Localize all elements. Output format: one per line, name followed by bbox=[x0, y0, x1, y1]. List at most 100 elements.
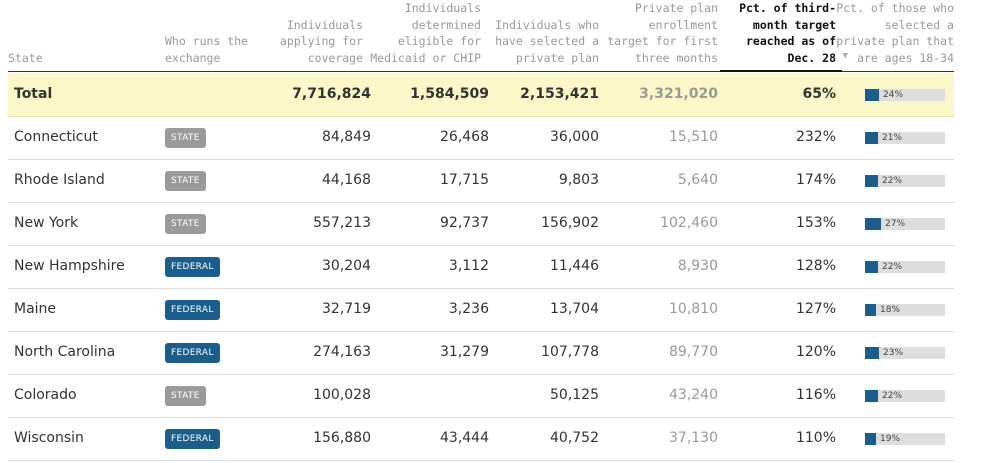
header-medicaid-line: Individuals bbox=[404, 1, 481, 15]
header-medicaid-line: Medicaid or CHIP bbox=[370, 50, 481, 65]
header-target-line: Private plan bbox=[634, 1, 718, 15]
young-share-bar-label: 22% bbox=[882, 391, 903, 401]
target-value: 10,810 bbox=[669, 301, 718, 317]
pct-target-value: 110% bbox=[795, 430, 836, 446]
young-share-bar-label: 22% bbox=[882, 176, 903, 186]
table-header: State Who runs the exchange Individuals … bbox=[0, 0, 983, 72]
header-target[interactable]: Private plan enrollment target for first… bbox=[607, 0, 718, 66]
header-medicaid[interactable]: Individuals determined eligible for Medi… bbox=[370, 0, 481, 66]
young-share-bar-label: 24% bbox=[883, 90, 904, 100]
state-name: New Hampshire bbox=[14, 258, 125, 274]
selected-value: 36,000 bbox=[550, 129, 599, 145]
young-share-bar-fill bbox=[865, 304, 876, 316]
header-applying[interactable]: Individuals applying for coverage bbox=[280, 17, 363, 67]
pct-target-value: 116% bbox=[795, 387, 836, 403]
active-sort-underline bbox=[720, 70, 842, 72]
header-pct-young[interactable]: Pct. of those who selected a private pla… bbox=[836, 0, 954, 66]
header-pct-target[interactable]: Pct. of third- month target reached as o… bbox=[739, 0, 848, 66]
header-applying-line: coverage bbox=[307, 50, 363, 65]
young-share-bar-fill bbox=[865, 175, 878, 187]
selected-value: 40,752 bbox=[550, 430, 599, 446]
table-row[interactable]: Rhode Island STATE 44,168 17,715 9,803 5,640 1… bbox=[8, 159, 954, 203]
applying-value: 44,168 bbox=[322, 172, 371, 188]
target-value: 43,240 bbox=[669, 387, 718, 403]
pct-target-value: 120% bbox=[795, 344, 836, 360]
state-name: North Carolina bbox=[14, 344, 116, 360]
young-share-bar-fill bbox=[865, 218, 881, 230]
header-exchange[interactable]: Who runs the exchange bbox=[165, 33, 248, 66]
applying-value: 557,213 bbox=[313, 215, 371, 231]
table-row[interactable]: Colorado STATE 100,028 50,125 43,240 116% 22% bbox=[8, 374, 954, 418]
target-value: 5,640 bbox=[677, 172, 718, 188]
header-state[interactable]: State bbox=[8, 50, 43, 67]
young-share-bar-label: 23% bbox=[883, 348, 904, 358]
young-share-bar-label: 22% bbox=[882, 262, 903, 272]
pct-target-value: 174% bbox=[795, 172, 836, 188]
young-share-bar: 19% bbox=[865, 433, 945, 445]
header-selected-line: have selected a bbox=[495, 34, 599, 48]
header-applying-line: applying for bbox=[279, 34, 363, 48]
medicaid-value: 92,737 bbox=[440, 215, 489, 231]
header-target-line: target for first bbox=[607, 34, 718, 48]
state-name: Wisconsin bbox=[14, 430, 84, 446]
target-value: 8,930 bbox=[677, 258, 718, 274]
state-name: Rhode Island bbox=[14, 172, 105, 188]
young-share-bar-fill bbox=[865, 347, 879, 359]
young-share-bar: 22% bbox=[865, 175, 945, 187]
header-pct-target-line: month target bbox=[752, 17, 836, 32]
total-applying: 7,716,824 bbox=[292, 86, 371, 102]
exchange-badge: FEDERAL bbox=[165, 257, 220, 277]
young-share-bar-label: 19% bbox=[880, 434, 901, 444]
exchange-badge: FEDERAL bbox=[165, 300, 220, 320]
header-pct-young-line: are ages 18-34 bbox=[857, 50, 954, 65]
selected-value: 13,704 bbox=[550, 301, 599, 317]
applying-value: 84,849 bbox=[322, 129, 371, 145]
total-pct-target: 65% bbox=[802, 86, 836, 102]
applying-value: 156,880 bbox=[313, 430, 371, 446]
header-pct-young-line: private plan that bbox=[836, 34, 954, 48]
young-share-bar-label: 27% bbox=[885, 219, 906, 229]
selected-value: 11,446 bbox=[550, 258, 599, 274]
selected-value: 107,778 bbox=[541, 344, 599, 360]
table-row[interactable]: North Carolina FEDERAL 274,163 31,279 107,77… bbox=[8, 331, 954, 375]
state-name: Maine bbox=[14, 301, 57, 317]
target-value: 37,130 bbox=[669, 430, 718, 446]
table-row[interactable]: Connecticut STATE 84,849 26,468 36,000 15,510… bbox=[8, 116, 954, 160]
medicaid-value: 31,279 bbox=[440, 344, 489, 360]
state-name: Colorado bbox=[14, 387, 77, 403]
young-share-bar-fill bbox=[865, 132, 878, 144]
header-state-label: State bbox=[8, 50, 43, 65]
table-row[interactable]: New York STATE 557,213 92,737 156,902 102,460… bbox=[8, 202, 954, 246]
header-medicaid-line: determined bbox=[411, 17, 481, 32]
exchange-badge: STATE bbox=[165, 214, 206, 234]
selected-value: 50,125 bbox=[550, 387, 599, 403]
medicaid-value: 43,444 bbox=[440, 430, 489, 446]
header-pct-young-line: Pct. of those who bbox=[836, 1, 954, 15]
pct-target-value: 153% bbox=[795, 215, 836, 231]
young-share-bar: 23% bbox=[865, 347, 945, 359]
header-divider bbox=[8, 71, 954, 72]
header-exchange-line: exchange bbox=[165, 50, 221, 65]
young-share-bar: 22% bbox=[865, 261, 945, 273]
exchange-badge: STATE bbox=[165, 128, 206, 148]
total-target: 3,321,020 bbox=[639, 86, 718, 102]
exchange-badge: STATE bbox=[165, 171, 206, 191]
table-row[interactable]: Maine FEDERAL 32,719 3,236 13,704 10,810 127% 1… bbox=[8, 288, 954, 332]
state-name: Connecticut bbox=[14, 129, 98, 145]
header-pct-young-line: selected a bbox=[884, 17, 954, 32]
applying-value: 100,028 bbox=[313, 387, 371, 403]
exchange-badge: STATE bbox=[165, 386, 206, 406]
pct-target-value: 232% bbox=[795, 129, 836, 145]
total-label: Total bbox=[14, 86, 53, 102]
table-row[interactable]: New Hampshire FEDERAL 30,204 3,112 11,446 8,9… bbox=[8, 245, 954, 289]
table-row[interactable]: Wisconsin FEDERAL 156,880 43,444 40,752 37,13… bbox=[8, 417, 954, 461]
header-medicaid-line: eligible for bbox=[397, 34, 481, 48]
young-share-bar: 18% bbox=[865, 304, 945, 316]
pct-target-value: 128% bbox=[795, 258, 836, 274]
pct-target-value: 127% bbox=[795, 301, 836, 317]
sort-descending-icon[interactable]: ▼ bbox=[842, 50, 848, 61]
header-pct-target-line: Pct. of third- bbox=[739, 1, 836, 15]
applying-value: 30,204 bbox=[322, 258, 371, 274]
header-selected[interactable]: Individuals who have selected a private … bbox=[495, 17, 599, 67]
header-selected-line: Individuals who bbox=[495, 17, 599, 32]
